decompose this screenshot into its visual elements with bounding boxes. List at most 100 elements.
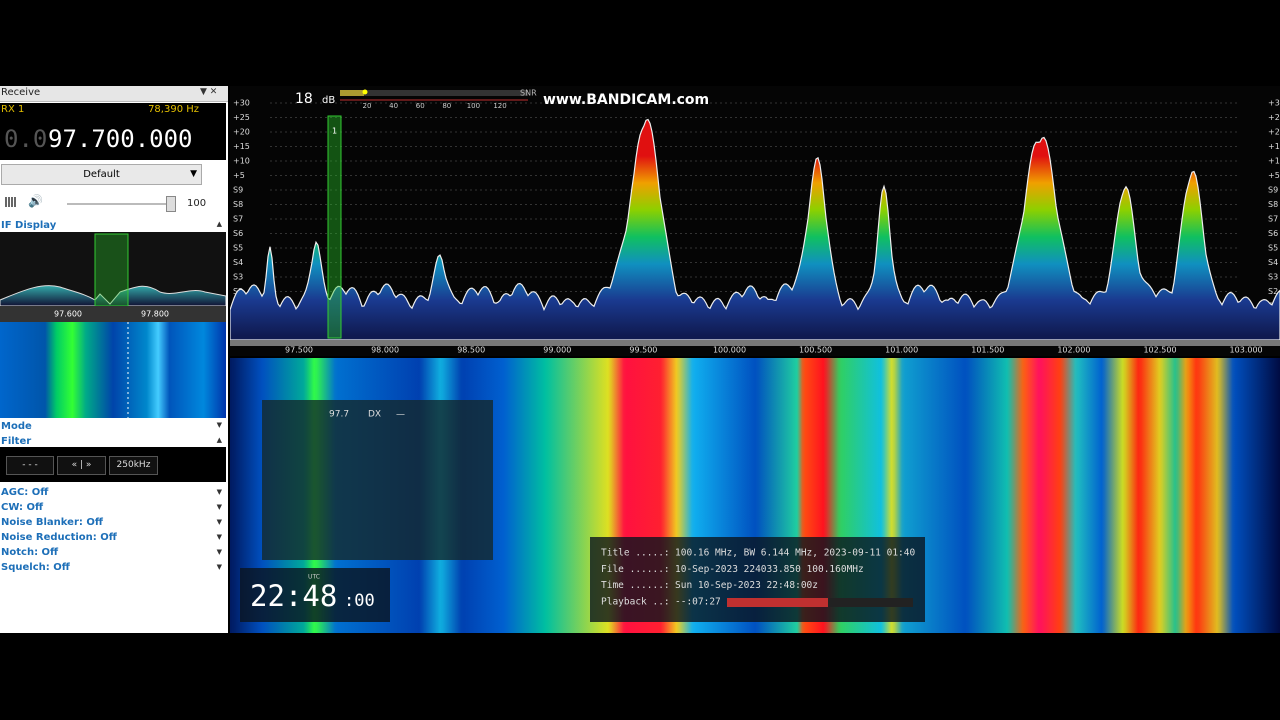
level-label: +5: [233, 171, 245, 180]
level-label: +25: [1268, 113, 1280, 122]
info-value: --:07:27: [675, 596, 721, 607]
level-label: S6: [233, 229, 243, 238]
filter-button[interactable]: 250kHz: [109, 456, 158, 475]
meter-icon[interactable]: [5, 197, 17, 207]
level-label: +20: [1268, 128, 1280, 137]
if-scale: [0, 306, 226, 322]
if-display: 97.600 97.800: [0, 232, 226, 418]
frequency[interactable]: 97.700.000: [48, 125, 193, 153]
snr-scale-label: 60: [416, 102, 425, 110]
frequency-label: 98.500: [457, 346, 485, 355]
level-label: S5: [1268, 244, 1278, 253]
frequency-label: 103.000: [1230, 346, 1263, 355]
snr-label: SNR: [520, 89, 537, 98]
snr-scale-label: 120: [493, 102, 506, 110]
option-arrow: ▼: [216, 518, 222, 526]
info-lines: Title .....: 100.16 MHz, BW 6.144 MHz, 20…: [601, 548, 915, 608]
level-label: +10: [233, 157, 250, 166]
preset: Default: [83, 169, 120, 180]
frequency-axis: [230, 340, 1280, 346]
option[interactable]: Noise Blanker: Off: [1, 517, 103, 528]
speaker-icon[interactable]: 🔊: [28, 194, 43, 208]
level-label: S9: [233, 186, 243, 195]
level-label: S5: [233, 244, 243, 253]
level-label: S6: [1268, 229, 1278, 238]
option-arrow: ▼: [216, 533, 222, 541]
level-label: +30: [233, 99, 250, 108]
receive-panel: Receive ▼ ✕ RX 1 78,390 Hz 0.0 97.700.00…: [0, 86, 228, 633]
info-value: 100.16 MHz, BW 6.144 MHz, 2023-09-11 01:…: [675, 548, 915, 559]
snr-value: 18: [295, 91, 313, 107]
frequency-label: 97.500: [285, 346, 313, 355]
rx-label: RX 1: [1, 104, 25, 115]
vfo-marker[interactable]: [327, 115, 342, 339]
level-label: S7: [1268, 215, 1278, 224]
level-label: S8: [1268, 200, 1278, 209]
option[interactable]: CW: Off: [1, 502, 44, 513]
preset-dropdown[interactable]: Default ▼: [1, 164, 202, 185]
rds-mode: DX: [368, 410, 381, 420]
level-label: S4: [233, 258, 243, 267]
level-label: S3: [233, 273, 243, 282]
main-view: +30 +30 +25 +25 +20 +20 +15 +15 +10 +10 +5 +5 S9 S9 S8…: [230, 86, 1280, 633]
level-label: S7: [233, 215, 243, 224]
frequency-label: 101.000: [885, 346, 918, 355]
watermark: www.BANDICAM.com: [543, 92, 709, 108]
frequency-label: 100.500: [799, 346, 832, 355]
info-value: Sun 10-Sep-2023 22:48:00z: [675, 580, 818, 591]
frequency-box: RX 1 78,390 Hz 0.0 97.700.000: [0, 103, 226, 160]
frequency-label: 98.000: [371, 346, 399, 355]
option-arrow: ▼: [216, 488, 222, 496]
if-spectrum: [0, 285, 226, 307]
option[interactable]: Notch: Off: [1, 547, 59, 558]
if-filter: [94, 233, 129, 307]
clock-seconds: :00: [344, 591, 375, 611]
rds-frequency: 97.7: [329, 410, 349, 420]
offset: 78,390 Hz: [148, 104, 199, 115]
level-label: S8: [233, 200, 243, 209]
level-label: +20: [233, 128, 250, 137]
filter-button[interactable]: - - -: [6, 456, 54, 475]
panel-title: Receive: [1, 87, 41, 98]
filter-button[interactable]: « | »: [57, 456, 106, 475]
frequency-label: 102.000: [1057, 346, 1090, 355]
volume: 100: [187, 198, 207, 209]
volume-thumb[interactable]: [166, 196, 176, 212]
playback-progress[interactable]: [727, 598, 828, 607]
info-value: 10-Sep-2023 224033.850 100.160MHz: [675, 564, 864, 575]
frequency-prefix: 0.0: [4, 125, 48, 153]
option-arrow: ▼: [216, 503, 222, 511]
rds-text: —: [396, 410, 405, 420]
info-label: Time ......:: [601, 580, 670, 591]
clock-time: 22:48: [250, 579, 337, 613]
clock-zone: UTC: [308, 574, 320, 581]
snr-scale-label: 80: [442, 102, 451, 110]
info-label: Playback ..:: [601, 596, 670, 607]
level-label: +5: [1268, 171, 1280, 180]
info-box: [590, 537, 925, 622]
frequency-label: 101.500: [971, 346, 1004, 355]
frequency-label: 99.500: [629, 346, 657, 355]
snr-dot: [362, 89, 368, 95]
vfo-label: 1: [332, 127, 337, 136]
frequency-label: 99.000: [543, 346, 571, 355]
option[interactable]: Squelch: Off: [1, 562, 70, 573]
snr-fill: [340, 90, 364, 96]
if-tick-label: 97.800: [141, 310, 169, 319]
section-arrow: ▲: [216, 220, 222, 228]
panel-header: Receive ▼ ✕: [0, 86, 228, 102]
frequency-label: 100.000: [713, 346, 746, 355]
collapse-button[interactable]: ▼ ✕: [200, 87, 218, 97]
if-tick-label: 97.600: [54, 310, 82, 319]
level-label: +10: [1268, 157, 1280, 166]
option-arrow: ▼: [216, 548, 222, 556]
option[interactable]: Noise Reduction: Off: [1, 532, 117, 543]
rds-box: [262, 400, 493, 560]
option[interactable]: AGC: Off: [1, 487, 49, 498]
frequency-label: 102.500: [1143, 346, 1176, 355]
snr-bar: [340, 90, 528, 96]
filter-bar: - - - « | » 250kHz: [0, 447, 226, 482]
volume-slider[interactable]: [67, 203, 175, 205]
section-title: IF Display: [1, 220, 57, 231]
